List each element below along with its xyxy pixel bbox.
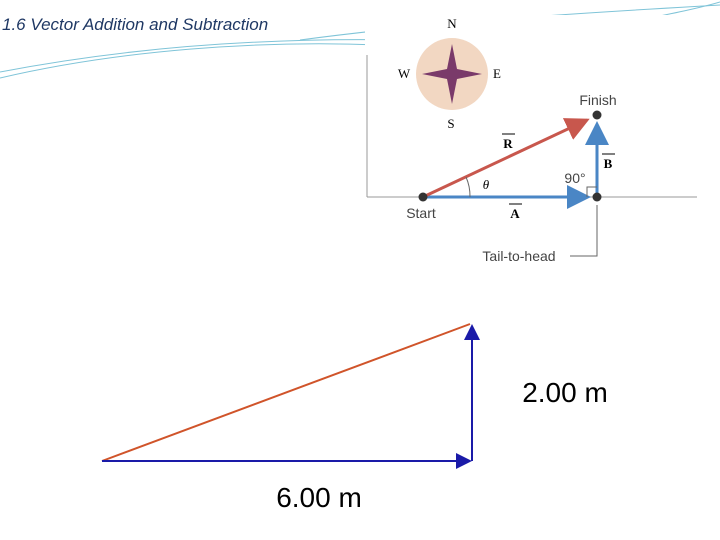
slide-title: 1.6 Vector Addition and Subtraction [2, 15, 268, 34]
vector-label: A [510, 206, 520, 221]
sketch: 2.00 m 6.00 m [101, 323, 608, 513]
corner-point [592, 192, 602, 202]
compass-label: W [398, 66, 411, 81]
vector-r [422, 118, 590, 199]
finish-label: Finish [579, 92, 616, 108]
start-label: Start [406, 205, 436, 221]
vector-figure: N W E S Finish Start R B A θ 90° Tail-to… [365, 15, 697, 265]
start-point [418, 192, 428, 202]
resultant-line [101, 323, 471, 462]
bracket [570, 205, 598, 257]
angle-arc [465, 176, 471, 198]
finish-point [592, 110, 602, 120]
compass-label: N [447, 16, 457, 31]
right-angle-mark [586, 186, 597, 197]
right-angle-label: 90° [564, 170, 585, 186]
horizontal-length: 6.00 m [276, 482, 362, 513]
vector-label: B [604, 156, 613, 171]
vector-label: R [503, 136, 513, 151]
vertical-length: 2.00 m [522, 377, 608, 408]
compass-label: E [493, 66, 501, 81]
compass-label: S [447, 116, 454, 131]
angle-label: θ [483, 177, 490, 192]
method-label: Tail-to-head [482, 248, 555, 264]
compass-rose [422, 44, 482, 104]
